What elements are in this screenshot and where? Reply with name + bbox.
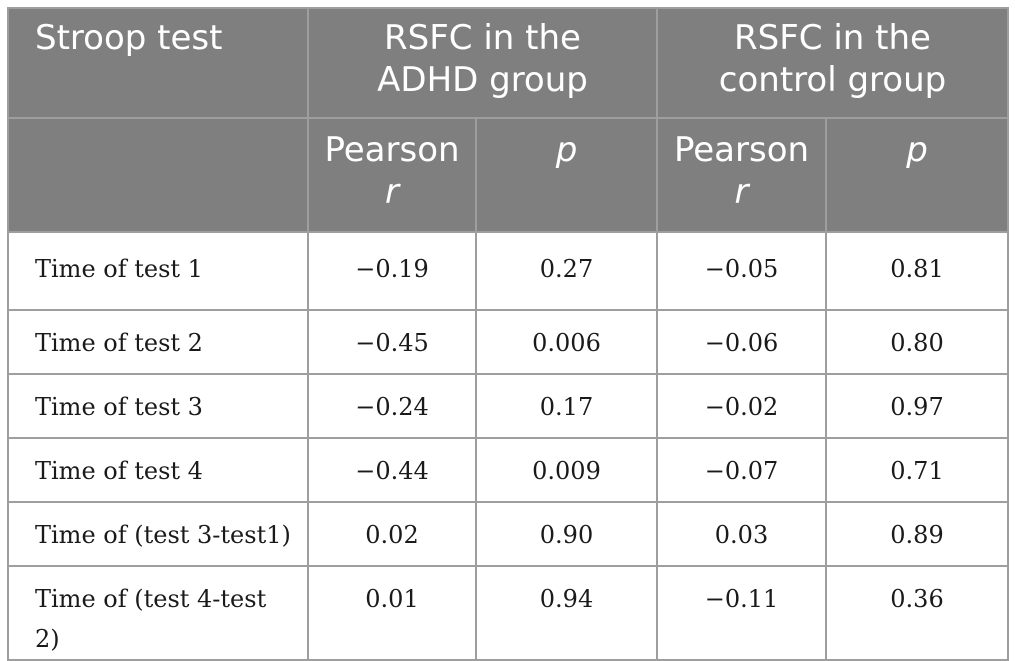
header-control-pearson-r: Pearson r [656,117,827,233]
table-row: Time of test 2 −0.45 0.006 −0.06 0.80 [7,309,1010,375]
r-symbol: r [385,172,399,212]
adhd-p-value: 0.17 [475,373,658,439]
control-p-value: 0.89 [824,501,1010,567]
control-r-value: −0.05 [656,231,827,311]
pearson-label: Pearson [324,130,460,170]
p-symbol: p [555,130,578,170]
r-symbol: r [734,172,749,212]
row-label-line2: 2) [35,625,60,653]
adhd-r-value: 0.01 [307,565,477,661]
correlation-table-container: Stroop test RSFC in the ADHD group RSFC … [7,7,1010,661]
control-r-value: −0.07 [656,437,827,503]
header-control-line2: control group [718,60,947,100]
adhd-p-value: 0.90 [475,501,658,567]
control-r-value: −0.11 [656,565,827,661]
table-row: Time of test 1 −0.19 0.27 −0.05 0.81 [7,231,1010,311]
adhd-p-value: 0.009 [475,437,658,503]
header-empty-cell [7,117,309,233]
control-p-value: 0.71 [824,437,1010,503]
header-control-group: RSFC in the control group [655,7,1010,119]
adhd-r-value: −0.44 [307,437,477,503]
control-p-value: 0.97 [824,373,1010,439]
adhd-p-value: 0.006 [475,309,658,375]
correlation-table: Stroop test RSFC in the ADHD group RSFC … [7,7,1010,661]
header-row-stats: Pearson r p Pearson r p [7,117,1010,233]
adhd-r-value: −0.45 [307,309,477,375]
adhd-r-value: −0.24 [307,373,477,439]
header-adhd-line1: RSFC in the [384,18,581,58]
header-control-p: p [824,117,1010,233]
row-label: Time of test 4 [7,437,309,503]
row-label: Time of test 3 [7,373,309,439]
control-r-value: 0.03 [656,501,827,567]
table-row: Time of (test 3-test1) 0.02 0.90 0.03 0.… [7,501,1010,567]
header-adhd-p: p [475,117,658,233]
control-p-value: 0.36 [824,565,1010,661]
row-label: Time of test 2 [7,309,309,375]
header-adhd-group: RSFC in the ADHD group [307,7,658,119]
p-symbol: p [906,130,928,170]
header-adhd-pearson-r: Pearson r [307,117,477,233]
adhd-r-value: −0.19 [307,231,477,311]
adhd-p-value: 0.94 [475,565,658,661]
header-adhd-line2: ADHD group [377,60,588,100]
table-row: Time of test 4 −0.44 0.009 −0.07 0.71 [7,437,1010,503]
pearson-label: Pearson [673,130,810,170]
control-r-value: −0.02 [656,373,827,439]
row-label-line1: Time of (test 4-test [35,585,267,613]
control-p-value: 0.81 [824,231,1010,311]
row-label: Time of (test 3-test1) [7,501,309,567]
row-label: Time of test 1 [7,231,309,311]
header-row-groups: Stroop test RSFC in the ADHD group RSFC … [7,7,1010,119]
header-stroop-test: Stroop test [7,7,309,119]
table-row: Time of test 3 −0.24 0.17 −0.02 0.97 [7,373,1010,439]
control-r-value: −0.06 [656,309,827,375]
adhd-r-value: 0.02 [307,501,477,567]
control-p-value: 0.80 [824,309,1010,375]
row-label: Time of (test 4-test 2) [7,565,309,661]
header-control-line1: RSFC in the [734,18,931,58]
table-row: Time of (test 4-test 2) 0.01 0.94 −0.11 … [7,565,1010,661]
adhd-p-value: 0.27 [475,231,658,311]
